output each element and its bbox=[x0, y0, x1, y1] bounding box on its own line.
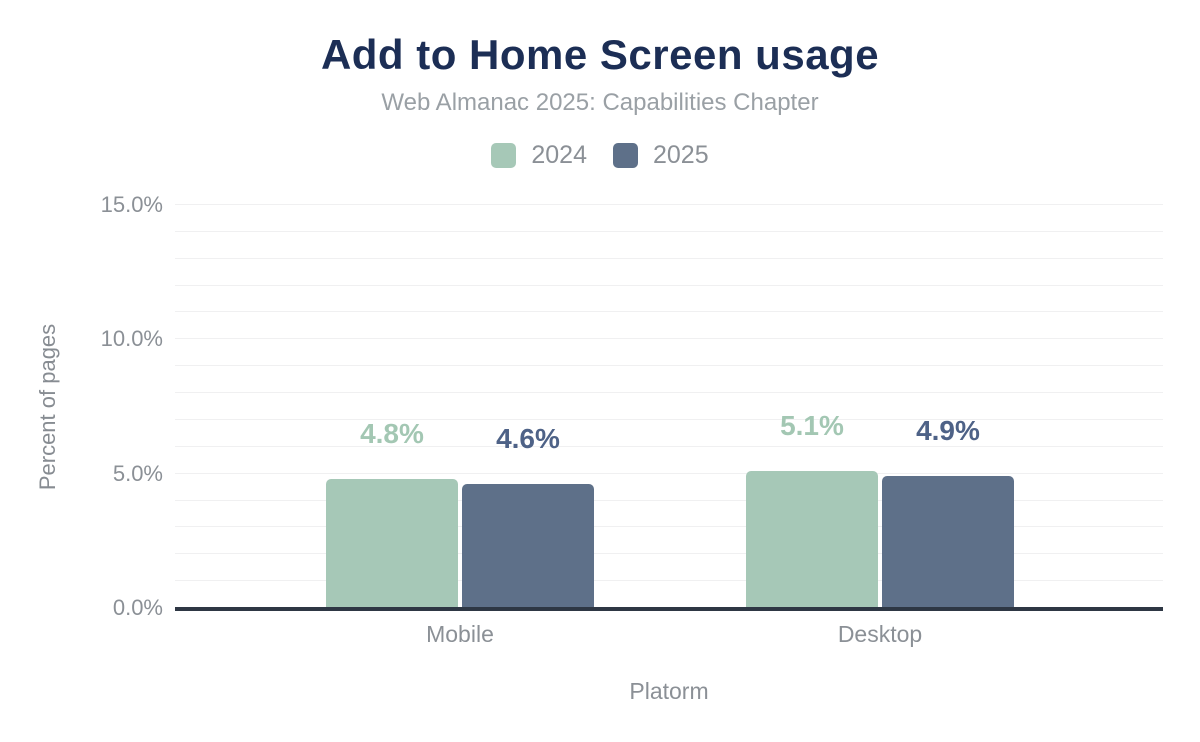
x-axis-title: Platorm bbox=[629, 678, 709, 704]
bar-desktop-2024[interactable] bbox=[746, 470, 878, 608]
gridline bbox=[175, 445, 1163, 447]
gridline bbox=[175, 204, 1163, 205]
gridline bbox=[175, 365, 1163, 367]
legend-swatch bbox=[491, 143, 517, 168]
gridline bbox=[175, 499, 1163, 501]
legend-item-2025[interactable]: 2025 bbox=[613, 141, 709, 170]
gridline bbox=[175, 553, 1163, 555]
bar-value-label-mobile-2024: 4.8% bbox=[360, 418, 424, 450]
y-tick-label: 10.0% bbox=[100, 326, 163, 352]
y-tick-label: 15.0% bbox=[100, 192, 163, 217]
x-tick-label-mobile: Mobile bbox=[426, 621, 494, 647]
bar-desktop-2025[interactable] bbox=[882, 476, 1014, 608]
y-axis-ticks: 0.0% 5.0% 10.0% 15.0% bbox=[60, 194, 163, 619]
plot-area: 4.8% 4.6% Mobile 5.1% 4.9% Desktop bbox=[175, 204, 1163, 647]
gridline bbox=[175, 338, 1163, 340]
gridline bbox=[175, 257, 1163, 259]
legend: 2024 2025 bbox=[0, 141, 1200, 170]
legend-item-2024[interactable]: 2024 bbox=[491, 141, 587, 170]
legend-label: 2025 bbox=[653, 141, 709, 169]
x-tick-label-desktop: Desktop bbox=[837, 621, 923, 647]
gridline bbox=[175, 311, 1163, 313]
y-tick-label: 0.0% bbox=[112, 595, 163, 620]
bar-value-label-mobile-2025: 4.6% bbox=[496, 423, 560, 455]
bar-value-label-desktop-2025: 4.9% bbox=[916, 415, 980, 447]
y-tick-label: 5.0% bbox=[112, 460, 163, 486]
legend-swatch bbox=[613, 143, 638, 168]
chart-title: Add to Home Screen usage bbox=[320, 31, 880, 78]
bar-mobile-2024[interactable] bbox=[326, 479, 458, 608]
bar-mobile-2025[interactable] bbox=[462, 484, 594, 608]
gridline bbox=[175, 392, 1163, 394]
bar-value-label-desktop-2024: 5.1% bbox=[780, 409, 844, 441]
gridline bbox=[175, 472, 1163, 474]
gridline bbox=[175, 418, 1163, 420]
chart-subtitle: Web Almanac 2025: Capabilities Chapter bbox=[381, 89, 819, 116]
x-axis-line bbox=[175, 607, 1163, 611]
gridline bbox=[175, 230, 1163, 232]
legend-label: 2024 bbox=[531, 141, 587, 169]
gridline bbox=[175, 580, 1163, 582]
y-axis-title: Percent of pages bbox=[35, 323, 60, 491]
gridline bbox=[175, 526, 1163, 528]
gridline bbox=[175, 284, 1163, 286]
